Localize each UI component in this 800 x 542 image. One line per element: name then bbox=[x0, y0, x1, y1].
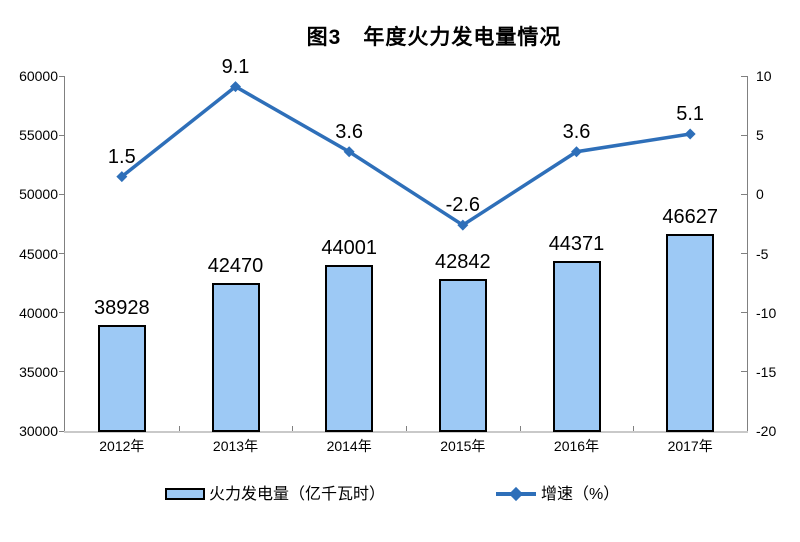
line-value-label: -2.6 bbox=[445, 194, 481, 217]
right-axis-tick bbox=[741, 371, 747, 373]
bar-value-label: 38928 bbox=[94, 297, 150, 320]
left-axis-tick-label: 45000 bbox=[19, 245, 58, 262]
right-axis-tick-label: 10 bbox=[756, 68, 772, 84]
x-axis-boundary-tick bbox=[406, 426, 407, 431]
line-value-label: 3.6 bbox=[562, 120, 591, 143]
bar-2012年 bbox=[97, 325, 146, 432]
x-axis-label: 2013年 bbox=[212, 438, 259, 454]
right-axis-tick bbox=[741, 253, 747, 254]
left-axis-tick-label: 55000 bbox=[19, 127, 58, 144]
x-axis-label: 2016年 bbox=[553, 438, 600, 454]
legend-bar-swatch bbox=[165, 488, 205, 500]
left-axis-tick-label: 40000 bbox=[19, 304, 58, 321]
line-value-label: 3.6 bbox=[335, 120, 364, 143]
right-axis-tick bbox=[741, 134, 747, 136]
right-axis-tick-label: -15 bbox=[756, 363, 777, 380]
left-axis-tick bbox=[59, 253, 65, 254]
line-marker-2015年 bbox=[457, 219, 469, 231]
x-axis-label: 2012年 bbox=[99, 438, 145, 454]
legend-bar-label: 火力发电量（亿千瓦时） bbox=[209, 486, 386, 503]
bar-2017年 bbox=[666, 234, 715, 432]
x-axis-boundary-tick bbox=[519, 426, 521, 431]
bar-2014年 bbox=[325, 265, 374, 432]
right-axis-tick bbox=[741, 193, 747, 195]
right-axis-line bbox=[747, 76, 748, 431]
x-axis-label: 2014年 bbox=[326, 438, 372, 454]
left-axis-tick bbox=[59, 312, 65, 314]
left-axis-tick-label: 30000 bbox=[19, 423, 58, 439]
bar-2015年 bbox=[438, 279, 487, 432]
left-axis-line bbox=[64, 76, 65, 431]
right-axis-tick-label: -5 bbox=[756, 245, 769, 262]
left-axis-tick bbox=[59, 430, 65, 432]
growth-line bbox=[120, 84, 691, 228]
bar-value-label: 44001 bbox=[321, 237, 377, 260]
bar-2016年 bbox=[552, 260, 601, 432]
bar-value-label: 42470 bbox=[207, 255, 264, 278]
line-marker-2014年 bbox=[343, 146, 355, 158]
right-axis-tick-label: 5 bbox=[756, 127, 764, 144]
bar-value-label: 44371 bbox=[548, 232, 605, 255]
x-axis-boundary-tick bbox=[292, 426, 294, 431]
right-axis-tick-label: -10 bbox=[756, 304, 777, 321]
left-axis-tick bbox=[59, 134, 65, 136]
left-axis-tick-label: 35000 bbox=[19, 363, 58, 380]
left-axis-tick-label: 50000 bbox=[19, 186, 58, 203]
x-axis-boundary-tick bbox=[178, 426, 180, 431]
left-axis-tick bbox=[59, 371, 65, 373]
line-value-label: 9.1 bbox=[221, 55, 250, 78]
x-axis-boundary-tick bbox=[633, 426, 635, 431]
legend-line-label: 增速（%） bbox=[541, 486, 620, 503]
right-axis-tick bbox=[741, 75, 747, 77]
bar-value-label: 42842 bbox=[435, 251, 491, 274]
line-value-label: 1.5 bbox=[107, 145, 136, 168]
legend-line-diamond-icon bbox=[508, 486, 524, 502]
right-axis-tick-label: 0 bbox=[756, 186, 764, 203]
line-marker-2016年 bbox=[571, 146, 582, 158]
right-axis-tick-label: -20 bbox=[756, 423, 777, 439]
chart-title: 图3 年度火力发电量情况 bbox=[306, 26, 562, 49]
x-axis-line bbox=[64, 431, 748, 433]
x-axis-label: 2017年 bbox=[667, 438, 713, 454]
bar-2013年 bbox=[211, 283, 260, 432]
line-value-label: 5.1 bbox=[676, 102, 705, 125]
x-axis-label: 2015年 bbox=[440, 438, 486, 454]
left-axis-tick-label: 60000 bbox=[19, 68, 58, 84]
left-axis-tick bbox=[59, 75, 65, 77]
right-axis-tick bbox=[741, 312, 747, 314]
line-marker-2017年 bbox=[684, 128, 696, 140]
line-marker-2013年 bbox=[230, 81, 241, 93]
bar-value-label: 46627 bbox=[662, 206, 718, 229]
left-axis-tick bbox=[59, 193, 65, 195]
line-marker-2012年 bbox=[116, 171, 128, 183]
